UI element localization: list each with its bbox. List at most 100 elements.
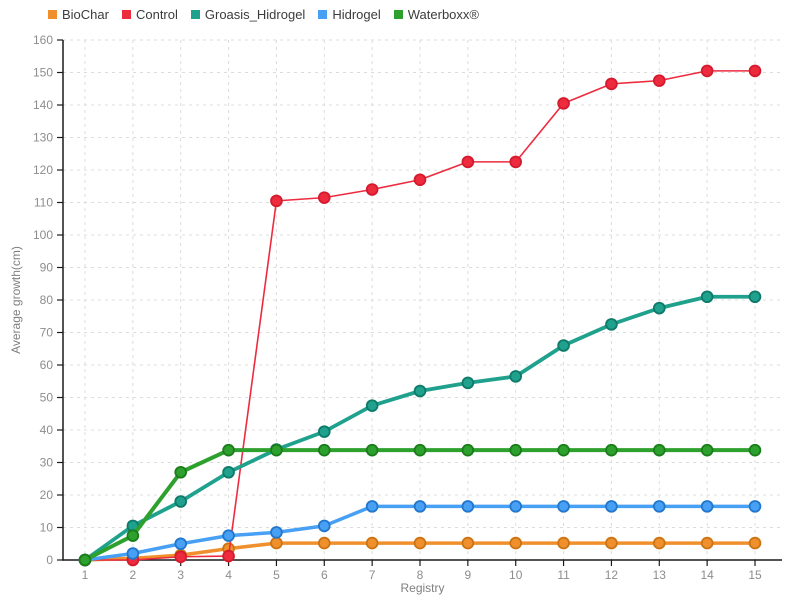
data-point-groasis-hidrogel-x6 bbox=[317, 425, 331, 438]
legend-label: Hidrogel bbox=[332, 7, 381, 22]
data-point-control-x4 bbox=[222, 549, 235, 563]
x-tick-label: 14 bbox=[700, 568, 714, 582]
data-point-waterboxx-x9 bbox=[461, 443, 475, 457]
data-point-control-x8 bbox=[413, 173, 427, 187]
x-tick-label: 5 bbox=[273, 568, 280, 582]
x-tick-label: 6 bbox=[321, 568, 328, 582]
data-point-biochar-x14 bbox=[700, 536, 714, 550]
data-point-waterboxx-x12 bbox=[605, 443, 618, 457]
y-tick-label: 60 bbox=[40, 358, 54, 372]
x-tick-label: 15 bbox=[748, 568, 762, 582]
y-tick-label: 140 bbox=[33, 98, 53, 112]
data-point-waterboxx-x7 bbox=[365, 443, 379, 457]
data-point-waterboxx-x2 bbox=[126, 529, 140, 542]
data-point-hidrogel-x2 bbox=[126, 547, 140, 560]
x-tick-label: 4 bbox=[225, 568, 232, 582]
legend-item-hidrogel[interactable]: Hidrogel bbox=[318, 7, 381, 22]
y-tick-label: 40 bbox=[40, 423, 54, 437]
data-point-waterboxx-x3 bbox=[174, 465, 188, 479]
y-tick-label: 110 bbox=[34, 196, 53, 210]
x-tick-label: 11 bbox=[557, 568, 570, 582]
data-point-hidrogel-x11 bbox=[557, 500, 570, 513]
legend-label: Control bbox=[135, 7, 178, 22]
data-point-control-x5 bbox=[270, 194, 283, 208]
data-point-waterboxx-x4 bbox=[222, 443, 235, 457]
data-point-control-x15 bbox=[748, 64, 762, 78]
x-tick-label: 2 bbox=[130, 568, 137, 582]
legend-label: BioChar bbox=[62, 7, 109, 22]
data-point-waterboxx-x8 bbox=[413, 443, 427, 457]
data-point-control-x3 bbox=[174, 550, 188, 564]
data-point-hidrogel-x15 bbox=[748, 500, 762, 513]
data-point-biochar-x7 bbox=[365, 536, 379, 550]
x-axis-title: Registry bbox=[400, 581, 445, 595]
legend-swatch-control bbox=[121, 10, 131, 19]
x-tick-label: 3 bbox=[177, 568, 184, 582]
data-point-biochar-x12 bbox=[605, 536, 618, 550]
data-point-hidrogel-x7 bbox=[365, 500, 379, 513]
data-point-waterboxx-x11 bbox=[557, 443, 570, 457]
y-tick-label: 80 bbox=[40, 293, 54, 307]
data-point-hidrogel-x4 bbox=[222, 529, 235, 542]
data-point-waterboxx-x5 bbox=[270, 443, 283, 457]
data-point-hidrogel-x14 bbox=[700, 500, 714, 513]
y-tick-label: 10 bbox=[40, 521, 54, 535]
y-tick-label: 90 bbox=[40, 261, 54, 275]
legend-swatch-groasis-hidrogel bbox=[190, 10, 200, 19]
data-point-biochar-x6 bbox=[317, 536, 331, 550]
data-point-hidrogel-x10 bbox=[509, 500, 523, 513]
data-point-groasis-hidrogel-x10 bbox=[509, 370, 523, 383]
legend-item-groasis-hidrogel[interactable]: Groasis_Hidrogel bbox=[190, 7, 305, 22]
data-point-groasis-hidrogel-x11 bbox=[557, 339, 570, 352]
data-point-control-x9 bbox=[461, 155, 475, 169]
x-tick-label: 1 bbox=[82, 568, 89, 582]
data-point-groasis-hidrogel-x13 bbox=[652, 301, 666, 315]
y-tick-label: 150 bbox=[33, 66, 53, 80]
data-point-groasis-hidrogel-x4 bbox=[222, 465, 235, 479]
legend-item-control[interactable]: Control bbox=[121, 7, 178, 22]
y-tick-label: 30 bbox=[40, 456, 54, 470]
data-point-biochar-x11 bbox=[557, 536, 570, 550]
data-point-groasis-hidrogel-x8 bbox=[413, 384, 427, 398]
data-point-control-x12 bbox=[605, 77, 618, 91]
data-point-waterboxx-x15 bbox=[748, 443, 762, 457]
data-point-waterboxx-x10 bbox=[509, 443, 523, 457]
data-point-biochar-x9 bbox=[461, 536, 475, 550]
legend-label: Waterboxx® bbox=[407, 7, 479, 22]
y-tick-label: 130 bbox=[33, 131, 53, 145]
data-point-hidrogel-x9 bbox=[461, 500, 475, 513]
x-tick-label: 8 bbox=[417, 568, 424, 582]
y-tick-label: 20 bbox=[40, 488, 54, 502]
data-point-biochar-x13 bbox=[652, 536, 666, 550]
legend-item-biochar[interactable]: BioChar bbox=[48, 7, 109, 22]
y-tick-label: 70 bbox=[40, 326, 54, 340]
legend-swatch-biochar bbox=[48, 10, 57, 19]
data-point-biochar-x8 bbox=[413, 536, 427, 550]
y-tick-label: 120 bbox=[33, 163, 53, 177]
y-tick-label: 50 bbox=[40, 391, 54, 405]
data-point-control-x13 bbox=[652, 74, 666, 87]
data-point-hidrogel-x3 bbox=[174, 537, 188, 551]
data-point-control-x14 bbox=[700, 64, 714, 78]
data-point-hidrogel-x12 bbox=[605, 500, 618, 513]
data-point-control-x11 bbox=[557, 97, 570, 110]
legend-item-waterboxx[interactable]: Waterboxx® bbox=[393, 7, 479, 22]
x-tick-label: 12 bbox=[605, 568, 619, 582]
chart-legend: BioChar Control Groasis_Hidrogel Hidrogel Wa… bbox=[48, 7, 479, 22]
data-point-hidrogel-x8 bbox=[413, 500, 427, 513]
data-point-hidrogel-x5 bbox=[270, 526, 283, 539]
data-point-biochar-x15 bbox=[748, 536, 762, 550]
data-point-waterboxx-x1 bbox=[78, 553, 92, 567]
data-point-waterboxx-x6 bbox=[317, 443, 331, 457]
legend-swatch-hidrogel bbox=[318, 10, 328, 19]
data-point-groasis-hidrogel-x14 bbox=[700, 290, 714, 304]
data-point-groasis-hidrogel-x12 bbox=[605, 318, 618, 331]
x-tick-label: 7 bbox=[369, 568, 376, 582]
data-point-groasis-hidrogel-x7 bbox=[365, 399, 379, 412]
data-point-groasis-hidrogel-x9 bbox=[461, 376, 475, 390]
data-point-hidrogel-x13 bbox=[652, 500, 666, 513]
y-tick-label: 0 bbox=[46, 553, 53, 567]
data-point-control-x6 bbox=[317, 191, 331, 204]
x-tick-label: 10 bbox=[509, 568, 523, 582]
